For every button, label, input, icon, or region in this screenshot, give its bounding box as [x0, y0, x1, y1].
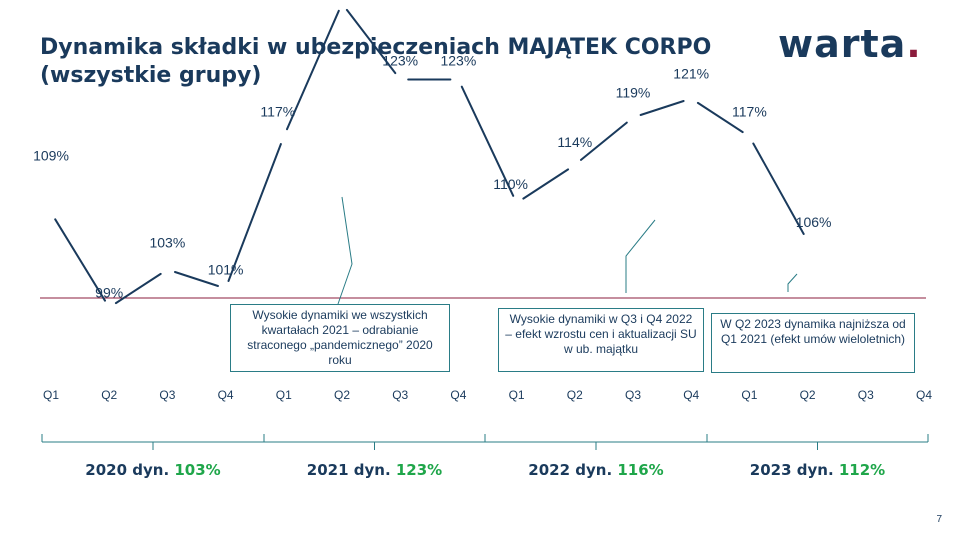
- callout-connector: [787, 273, 798, 292]
- x-tick-label: Q2: [800, 388, 816, 402]
- data-label: 99%: [95, 285, 123, 301]
- warta-logo: warta.: [778, 22, 922, 66]
- logo-text: warta: [778, 22, 907, 66]
- callout-connectors: [337, 196, 798, 305]
- series-segment: [580, 121, 628, 161]
- series-segment: [522, 168, 570, 200]
- data-label: 103%: [149, 235, 185, 251]
- year-summary-label: 2023 dyn. 112%: [750, 461, 885, 479]
- callout-note-2021: Wysokie dynamiki we wszystkich kwartałac…: [230, 304, 450, 372]
- x-tick-label: Q1: [276, 388, 292, 402]
- data-label: 110%: [493, 176, 528, 192]
- data-labels: 109%99%103%101%117%131%123%123%110%114%1…: [33, 53, 832, 301]
- data-label: 117%: [260, 104, 295, 120]
- data-label: 101%: [208, 262, 244, 278]
- series-segment: [227, 143, 282, 282]
- x-tick-label: Q3: [858, 388, 874, 402]
- x-tick-label: Q4: [450, 388, 466, 402]
- series-segment: [54, 218, 106, 302]
- x-tick-label: Q1: [509, 388, 525, 402]
- x-tick-label: Q3: [392, 388, 408, 402]
- page-number: 7: [936, 514, 942, 525]
- series-segment: [752, 142, 805, 235]
- series-segment: [460, 85, 515, 197]
- series-segment: [114, 272, 162, 305]
- data-label: 109%: [33, 148, 69, 164]
- callout-connector: [337, 196, 353, 305]
- year-summary-label: 2022 dyn. 116%: [528, 461, 663, 479]
- callout-note-2022: Wysokie dynamiki w Q3 i Q4 2022 – efekt …: [498, 308, 704, 372]
- series-segment: [286, 9, 340, 131]
- callout-note-2023: W Q2 2023 dynamika najniższa od Q1 2021 …: [711, 313, 915, 373]
- x-tick-label: Q4: [916, 388, 932, 402]
- series-segment: [345, 8, 397, 75]
- x-tick-label: Q1: [43, 388, 59, 402]
- x-tick-label: Q1: [741, 388, 757, 402]
- data-label: 106%: [796, 214, 832, 230]
- data-label: 123%: [382, 53, 418, 69]
- x-tick-label: Q2: [567, 388, 583, 402]
- year-brackets: [41, 434, 929, 450]
- x-tick-label: Q3: [625, 388, 641, 402]
- year-summary-label: 2021 dyn. 123%: [307, 461, 442, 479]
- data-label: 121%: [673, 66, 709, 82]
- callout-connector: [625, 219, 656, 293]
- series-segment: [639, 100, 685, 116]
- data-label: 117%: [732, 104, 767, 120]
- year-summary-label: 2020 dyn. 103%: [85, 461, 220, 479]
- x-tick-label: Q2: [101, 388, 117, 402]
- x-tick-label: Q4: [218, 388, 234, 402]
- x-tick-label: Q3: [159, 388, 175, 402]
- data-label: 123%: [440, 53, 476, 69]
- series-line: [54, 8, 805, 305]
- x-tick-label: Q2: [334, 388, 350, 402]
- data-label: 114%: [557, 134, 592, 150]
- series-segment: [696, 101, 744, 134]
- year-summary-labels: 2020 dyn. 103% 2021 dyn. 123% 2022 dyn. 11…: [85, 461, 885, 479]
- logo-dot: .: [906, 22, 922, 66]
- x-axis-tick-labels: Q1 Q2 Q3 Q4 Q1 Q2 Q3 Q4 Q1 Q2 Q3 Q4 Q1 Q2 Q3 Q4: [43, 388, 932, 402]
- title-line-2: (wszystkie grupy): [40, 63, 262, 88]
- data-label: 119%: [616, 85, 651, 101]
- x-tick-label: Q4: [683, 388, 699, 402]
- series-segment: [174, 271, 219, 287]
- page-title: Dynamika składki w ubezpieczeniach MAJĄT…: [40, 34, 740, 90]
